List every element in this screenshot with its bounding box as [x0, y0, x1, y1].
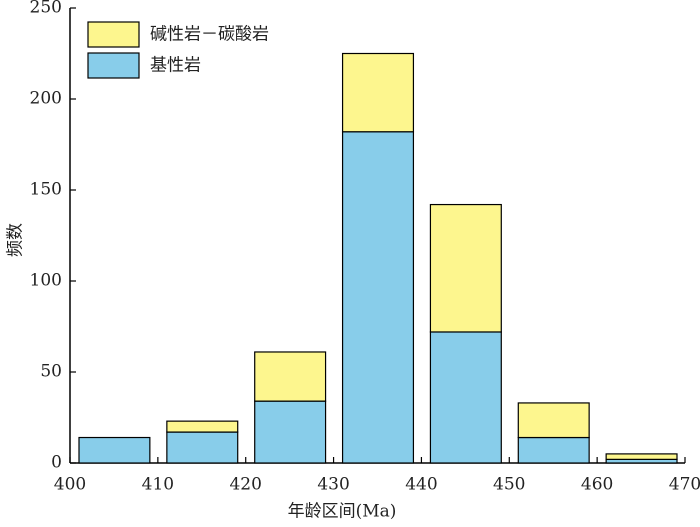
- y-tick-label: 150: [30, 180, 62, 200]
- y-axis-label: 频数: [6, 223, 26, 257]
- x-tick-label: 440: [405, 475, 437, 495]
- x-tick-label: 400: [54, 475, 86, 495]
- x-tick-label: 450: [493, 475, 525, 495]
- bar-segment: [429, 331, 502, 464]
- bar-segment: [166, 420, 239, 433]
- bar-segment: [254, 400, 327, 464]
- bar-segment: [254, 351, 327, 402]
- x-axis-label: 年龄区间(Ma): [288, 502, 397, 522]
- x-tick-label: 470: [669, 475, 700, 495]
- bar-segment: [341, 131, 415, 464]
- y-tick-label: 200: [30, 89, 62, 109]
- bar-segment: [429, 203, 502, 333]
- x-tick-label: 460: [581, 475, 613, 495]
- x-tick-label: 410: [142, 475, 174, 495]
- legend-label: 碱性岩－碳酸岩: [150, 25, 269, 45]
- y-tick-label: 100: [30, 271, 62, 291]
- bar-segment: [166, 431, 239, 464]
- y-tick-label: 50: [40, 362, 62, 382]
- legend-swatch: [87, 21, 140, 48]
- x-tick-label: 420: [229, 475, 261, 495]
- bar-segment: [341, 52, 415, 133]
- bar-segment: [78, 436, 151, 464]
- y-tick-label: 0: [51, 453, 62, 473]
- legend-label: 基性岩: [150, 56, 201, 76]
- legend-swatch: [87, 52, 140, 79]
- x-tick-label: 430: [317, 475, 349, 495]
- bar-segment: [517, 436, 590, 464]
- y-tick-label: 250: [30, 0, 62, 18]
- bar-segment: [605, 453, 678, 460]
- bar-segment: [517, 402, 590, 439]
